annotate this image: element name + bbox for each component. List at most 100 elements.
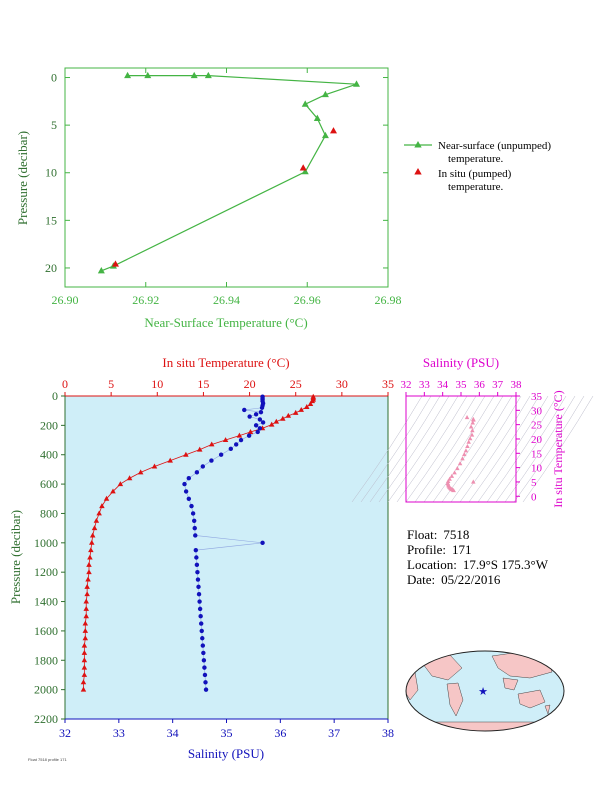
temperature-point xyxy=(126,475,133,481)
salinity-point xyxy=(193,533,198,538)
location-value: 17.9°S 175.3°W xyxy=(462,557,548,572)
pressure-tick-label: 1000 xyxy=(34,536,58,550)
near-surface-unpumped-point xyxy=(124,71,132,79)
float-info: Float: 7518 Profile: 171 Location: 17.9°S 1… xyxy=(407,527,548,587)
pressure-tick-label: 800 xyxy=(40,506,58,520)
salinity-tick-label: 36 xyxy=(274,726,286,740)
near-surface-unpumped-point xyxy=(144,71,152,79)
salinity-point xyxy=(194,555,199,560)
temperature-point xyxy=(84,591,90,597)
profile-plot-area xyxy=(65,396,388,719)
salinity-point xyxy=(197,606,203,612)
salinity-point xyxy=(198,614,203,619)
salinity-point xyxy=(200,464,206,469)
ts-diagram: 32 33 34 35 36 37 38 0 5 10 15 20 25 30 35 Salinity (P… xyxy=(351,355,594,508)
near-surface-y-tick-label: 15 xyxy=(45,213,57,227)
near-surface-unpumped-point xyxy=(204,71,212,79)
near-surface-x-tick-label: 26.94 xyxy=(213,293,240,307)
near-surface-ylabel: Pressure (decibar) xyxy=(15,131,30,225)
temperature-point xyxy=(81,649,88,655)
near-surface-x-tick-label: 26.96 xyxy=(294,293,321,307)
temperature-point xyxy=(86,561,92,567)
temperature-point xyxy=(117,481,124,487)
profile-top-xlabel: In situ Temperature (°C) xyxy=(162,355,289,370)
temperature-point xyxy=(80,679,87,685)
ts-density-contour xyxy=(387,395,459,503)
near-surface-unpumped-point xyxy=(321,90,329,98)
temperature-point xyxy=(273,418,280,424)
ts-x-tick-label: 38 xyxy=(511,379,523,391)
temperature-point xyxy=(85,576,91,582)
ts-point xyxy=(467,436,473,441)
ts-x-tick-label: 34 xyxy=(437,379,449,391)
pressure-tick-label: 1800 xyxy=(34,653,58,667)
temperature-tick-label: 35 xyxy=(382,377,394,391)
ts-density-contour xyxy=(522,395,594,503)
salinity-point xyxy=(233,442,239,447)
salinity-tick-label: 38 xyxy=(382,726,394,740)
near-surface-unpumped-point xyxy=(190,71,198,79)
ts-point xyxy=(455,466,460,471)
ts-point xyxy=(469,432,475,437)
ts-y-tick-label: 30 xyxy=(531,405,543,417)
salinity-point xyxy=(195,569,200,575)
salinity-point xyxy=(195,577,201,582)
ts-density-contour xyxy=(513,395,585,503)
legend-pumped-line1: In situ (pumped) xyxy=(438,168,512,180)
salinity-point xyxy=(257,417,263,422)
pressure-tick-label: 0 xyxy=(52,389,58,403)
salinity-point xyxy=(260,540,265,546)
salinity-point xyxy=(242,407,247,413)
ts-point xyxy=(471,479,476,484)
salinity-point xyxy=(209,458,214,463)
ts-x-tick-label: 37 xyxy=(492,379,504,391)
ts-point xyxy=(462,452,467,457)
ts-y-tick-label: 25 xyxy=(531,420,543,432)
salinity-tick-label: 35 xyxy=(221,726,233,740)
ts-y-tick-label: 5 xyxy=(531,477,537,489)
ts-point xyxy=(470,428,475,433)
temperature-point xyxy=(280,415,286,421)
salinity-point xyxy=(192,518,197,523)
ts-point xyxy=(452,470,457,475)
temperature-point xyxy=(96,510,102,516)
pressure-tick-label: 600 xyxy=(40,477,58,491)
salinity-point xyxy=(247,414,252,419)
date-value: 05/22/2016 xyxy=(441,572,501,587)
near-surface-xlabel: Near-Surface Temperature (°C) xyxy=(144,315,307,330)
ts-density-contour xyxy=(432,395,504,503)
location-map: ★ xyxy=(405,650,565,732)
temperature-point xyxy=(81,664,88,670)
temperature-point xyxy=(93,517,100,523)
salinity-point xyxy=(189,503,194,509)
ts-x-tick-label: 35 xyxy=(456,379,468,391)
ts-point xyxy=(466,439,471,444)
salinity-point xyxy=(194,470,200,475)
float-label: Float: xyxy=(407,527,438,542)
temperature-point xyxy=(285,412,292,418)
salinity-point xyxy=(253,423,259,428)
near-surface-legend: Near-surface (unpumped) temperature. In … xyxy=(404,140,551,193)
temperature-tick-label: 20 xyxy=(244,377,256,391)
near-surface-unpumped-point xyxy=(301,168,309,175)
salinity-point xyxy=(186,496,192,501)
salinity-point xyxy=(196,592,202,597)
ts-x-tick-label: 33 xyxy=(419,379,431,391)
temperature-point xyxy=(91,525,98,531)
near-surface-y-tick-label: 5 xyxy=(51,118,57,132)
temperature-point xyxy=(88,547,94,553)
salinity-point xyxy=(194,562,200,568)
near-surface-pumped-point xyxy=(111,260,119,267)
ts-point xyxy=(457,461,463,466)
salinity-point xyxy=(201,650,206,656)
near-surface-pumped-point xyxy=(299,164,307,171)
ts-point xyxy=(471,417,476,422)
temperature-point xyxy=(80,686,87,692)
salinity-tick-label: 32 xyxy=(59,726,71,740)
temperature-point xyxy=(268,421,275,427)
ts-point xyxy=(445,478,451,483)
temperature-point xyxy=(151,463,158,469)
salinity-point xyxy=(202,672,208,678)
temperature-point xyxy=(292,409,299,415)
temperature-point xyxy=(110,488,116,494)
